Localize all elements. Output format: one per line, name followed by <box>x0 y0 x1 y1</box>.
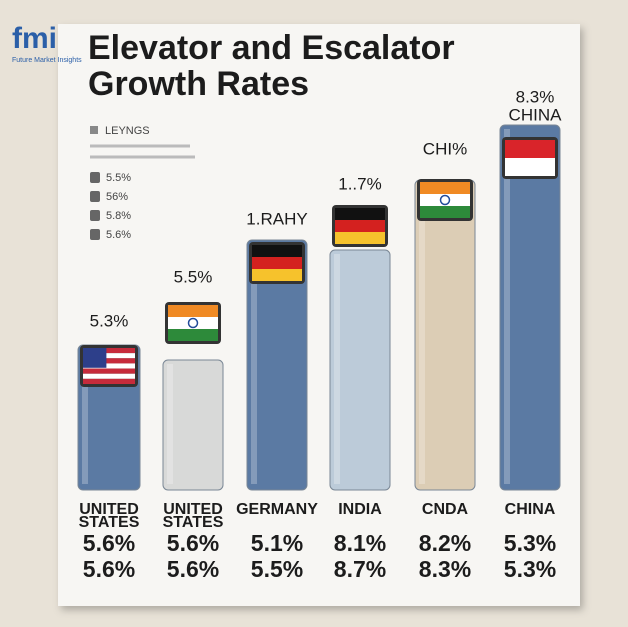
top-label: 8.3% <box>516 87 555 106</box>
flag-stripe <box>168 305 218 317</box>
flag-stripe <box>420 206 470 218</box>
logo: fmi <box>12 22 57 55</box>
flag-canton <box>83 348 107 368</box>
flag-stripe <box>420 194 470 206</box>
bar <box>246 239 308 491</box>
flag-stripe <box>83 353 135 359</box>
flag-stripe <box>335 232 385 244</box>
flag-stripe <box>83 363 135 369</box>
legend-label: 5.5% <box>106 172 131 184</box>
value-label: 8.3% <box>419 556 471 582</box>
flag-stripe <box>252 269 302 281</box>
flag-stripe <box>83 373 135 379</box>
flag-wheel <box>187 317 199 329</box>
flag-stripe <box>168 329 218 341</box>
flag-stripe <box>83 348 135 354</box>
bar <box>499 124 561 491</box>
flag-stripe <box>420 182 470 194</box>
legend-heading: LEYNGS <box>105 125 150 137</box>
category-label: STATES <box>79 514 140 531</box>
value-label: 8.7% <box>334 556 386 582</box>
category-label: CNDA <box>422 501 469 518</box>
legend-swatch <box>90 126 98 134</box>
bar <box>329 249 391 491</box>
value-label: 8.1% <box>334 530 386 556</box>
category-label: STATES <box>163 514 224 531</box>
top-label: 1..7% <box>338 174 381 193</box>
panel <box>58 24 580 606</box>
top-label: CHI% <box>423 139 467 158</box>
value-label: 5.1% <box>251 530 303 556</box>
value-label: 5.6% <box>83 556 135 582</box>
value-label: 5.5% <box>251 556 303 582</box>
flag-stripe <box>335 220 385 232</box>
chart-title: Elevator and Escalator <box>88 29 455 67</box>
value-label: 5.6% <box>167 556 219 582</box>
top-label: 5.3% <box>90 311 129 330</box>
legend-swatch <box>90 172 100 183</box>
legend: 5.5% 56% 5.8% 5.6% <box>90 172 131 241</box>
bar-highlight <box>251 244 257 484</box>
bar-highlight <box>419 184 425 484</box>
logo-tagline: Future Market Insights <box>12 57 82 64</box>
legend-swatch <box>90 191 100 202</box>
top-label: 1.RAHY <box>246 209 307 228</box>
flag-stripe <box>83 368 135 374</box>
bar-highlight <box>334 254 340 484</box>
flag-wheel <box>439 194 451 206</box>
category-label: UNITED <box>163 501 223 518</box>
legend-label: 5.8% <box>106 210 131 222</box>
value-label: 5.3% <box>504 530 556 556</box>
flag-stripe <box>252 245 302 257</box>
legend-label: 56% <box>106 191 128 203</box>
top-label: CHINA <box>509 105 563 124</box>
flag-stripe <box>335 208 385 220</box>
value-label: 5.6% <box>167 530 219 556</box>
flag-stripe <box>168 317 218 329</box>
bar-highlight <box>82 349 88 484</box>
flag-stripe <box>252 257 302 269</box>
flag-stripe <box>83 378 135 384</box>
category-label: GERMANY <box>236 501 318 518</box>
bar-highlight <box>167 364 173 484</box>
legend-swatch <box>90 210 100 221</box>
chart-title: Growth Rates <box>88 65 309 103</box>
category-label: CHINA <box>505 501 556 518</box>
flag-stripe <box>505 140 555 158</box>
flag-stripe <box>83 358 135 364</box>
value-label: 5.3% <box>504 556 556 582</box>
value-label: 5.6% <box>83 530 135 556</box>
category-label: INDIA <box>338 501 382 518</box>
bars: 5.3%UNITEDSTATES5.6%5.6%5.5%UNITEDSTATES… <box>77 87 563 582</box>
top-label: 5.5% <box>174 267 213 286</box>
bar-highlight <box>504 129 510 484</box>
value-label: 8.2% <box>419 530 471 556</box>
bar <box>162 359 224 491</box>
category-label: UNITED <box>79 501 139 518</box>
legend-swatch <box>90 229 100 240</box>
legend-label: 5.6% <box>106 229 131 241</box>
flag-stripe <box>505 158 555 176</box>
